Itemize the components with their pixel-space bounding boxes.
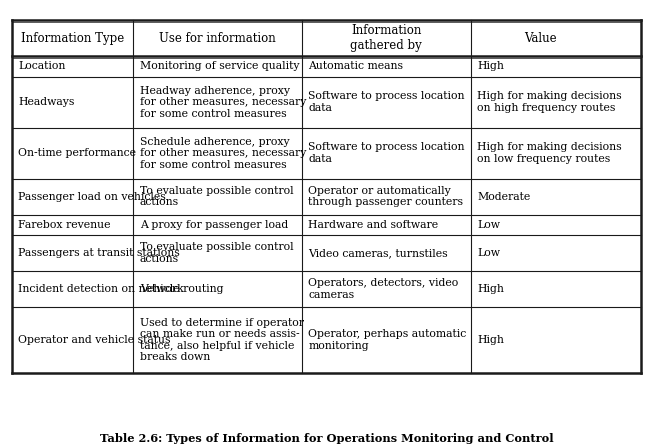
Text: Headways: Headways bbox=[18, 97, 74, 107]
Text: Used to determine if operator
can make run or needs assis-
tance, also helpful i: Used to determine if operator can make r… bbox=[140, 318, 304, 362]
Text: Information
gathered by: Information gathered by bbox=[351, 24, 422, 52]
Text: To evaluate possible control
actions: To evaluate possible control actions bbox=[140, 242, 293, 264]
Text: Operator or automatically
through passenger counters: Operator or automatically through passen… bbox=[308, 186, 464, 207]
Text: Automatic means: Automatic means bbox=[308, 61, 404, 71]
Text: Operator, perhaps automatic
monitoring: Operator, perhaps automatic monitoring bbox=[308, 329, 467, 351]
Text: On-time performance: On-time performance bbox=[18, 148, 136, 158]
Text: High: High bbox=[477, 284, 504, 294]
Text: High: High bbox=[477, 335, 504, 345]
Text: Low: Low bbox=[477, 220, 500, 230]
Text: Table 2.6: Types of Information for Operations Monitoring and Control: Table 2.6: Types of Information for Oper… bbox=[100, 433, 553, 444]
Text: Passenger load on vehicles: Passenger load on vehicles bbox=[18, 192, 166, 202]
Text: Passengers at transit stations: Passengers at transit stations bbox=[18, 248, 180, 258]
Text: Information Type: Information Type bbox=[21, 31, 124, 45]
Text: High for making decisions
on high frequency routes: High for making decisions on high freque… bbox=[477, 91, 622, 113]
Text: Monitoring of service quality: Monitoring of service quality bbox=[140, 61, 299, 71]
Text: Incident detection on network: Incident detection on network bbox=[18, 284, 184, 294]
Text: Value: Value bbox=[524, 31, 556, 45]
Text: Use for information: Use for information bbox=[159, 31, 276, 45]
Text: Location: Location bbox=[18, 61, 66, 71]
Text: Vehicle routing: Vehicle routing bbox=[140, 284, 223, 294]
Text: Operator and vehicle status: Operator and vehicle status bbox=[18, 335, 171, 345]
Text: To evaluate possible control
actions: To evaluate possible control actions bbox=[140, 186, 293, 207]
Text: Video cameras, turnstiles: Video cameras, turnstiles bbox=[308, 248, 448, 258]
Text: Operators, detectors, video
cameras: Operators, detectors, video cameras bbox=[308, 278, 458, 300]
Text: High: High bbox=[477, 61, 504, 71]
Text: High for making decisions
on low frequency routes: High for making decisions on low frequen… bbox=[477, 142, 622, 164]
Text: Moderate: Moderate bbox=[477, 192, 530, 202]
Text: Software to process location
data: Software to process location data bbox=[308, 142, 465, 164]
Text: Low: Low bbox=[477, 248, 500, 258]
Text: Schedule adherence, proxy
for other measures, necessary
for some control measure: Schedule adherence, proxy for other meas… bbox=[140, 137, 306, 170]
Text: Hardware and software: Hardware and software bbox=[308, 220, 439, 230]
Bar bbox=[12, 20, 641, 373]
Text: Farebox revenue: Farebox revenue bbox=[18, 220, 111, 230]
Text: Headway adherence, proxy
for other measures, necessary
for some control measures: Headway adherence, proxy for other measu… bbox=[140, 86, 306, 119]
Text: Software to process location
data: Software to process location data bbox=[308, 91, 465, 113]
Text: A proxy for passenger load: A proxy for passenger load bbox=[140, 220, 288, 230]
